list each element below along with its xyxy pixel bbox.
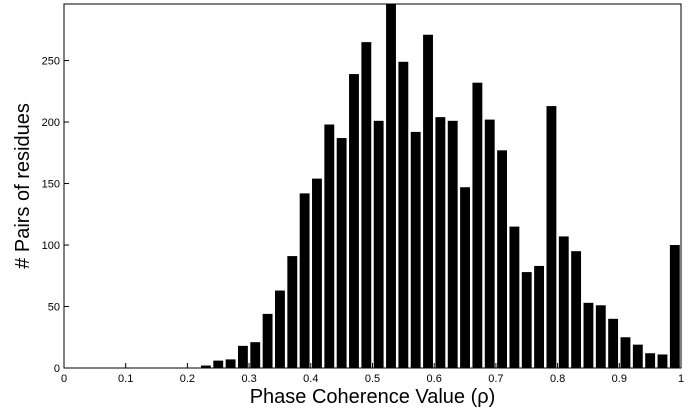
bar: [669, 245, 680, 368]
bar: [472, 82, 483, 368]
y-tick-label: 250: [42, 56, 60, 68]
x-tick-label: 0.6: [427, 373, 442, 385]
bar: [373, 120, 384, 368]
bar: [312, 178, 322, 368]
plot-frame: [63, 3, 682, 369]
bar: [484, 119, 495, 368]
x-tick-label: 1: [678, 373, 684, 385]
bar: [497, 150, 507, 368]
bar: [632, 344, 643, 368]
x-tick-label: 0.5: [365, 373, 380, 385]
bar: [509, 226, 520, 368]
bar: [608, 318, 619, 368]
x-tick-label: 0.1: [118, 373, 133, 385]
bars-group: [200, 4, 680, 369]
bar: [225, 359, 236, 368]
bar: [275, 290, 285, 368]
bar: [386, 4, 396, 368]
bar: [287, 256, 298, 368]
x-ticks: 0 0.1 0.2 0.3 0.4 0.5 0.6 0.7 0.8 0.9 1: [61, 363, 684, 385]
bar: [558, 236, 569, 368]
bar: [410, 131, 421, 368]
x-tick-label: 0.3: [241, 373, 256, 385]
bar: [571, 251, 582, 368]
bar: [435, 117, 446, 368]
x-tick-label: 0.2: [180, 373, 195, 385]
bar: [447, 120, 458, 368]
x-tick-label: 0.8: [550, 373, 565, 385]
bar: [361, 42, 372, 369]
y-ticks: 0 50 100 150 200 250: [42, 56, 69, 375]
y-tick-label: 0: [54, 363, 60, 375]
bar: [595, 305, 606, 368]
bar: [336, 138, 347, 368]
y-tick-label: 150: [42, 179, 60, 191]
bar: [460, 187, 470, 368]
bar: [645, 353, 656, 368]
x-tick-label: 0.7: [488, 373, 503, 385]
x-tick-label: 0.9: [612, 373, 627, 385]
y-tick-label: 50: [48, 302, 60, 314]
bar: [324, 124, 335, 368]
bar: [546, 106, 557, 368]
bar: [262, 313, 273, 368]
bar: [213, 360, 224, 368]
bar: [237, 345, 248, 368]
x-tick-label: 0: [61, 373, 67, 385]
bar: [583, 302, 594, 368]
bar: [299, 193, 310, 368]
bar: [398, 61, 409, 369]
bar: [349, 74, 359, 368]
bar: [423, 34, 433, 369]
bar: [657, 354, 668, 368]
bar: [620, 337, 631, 368]
y-tick-label: 200: [42, 117, 60, 129]
y-tick-label: 100: [42, 240, 60, 252]
x-axis-label: Phase Coherence Value (ρ): [250, 386, 496, 408]
bar: [250, 342, 261, 368]
bar: [200, 365, 211, 368]
y-axis-label: # Pairs of residues: [12, 103, 34, 269]
x-tick-label: 0.4: [303, 373, 318, 385]
bar: [534, 265, 545, 368]
bar: [521, 272, 532, 368]
